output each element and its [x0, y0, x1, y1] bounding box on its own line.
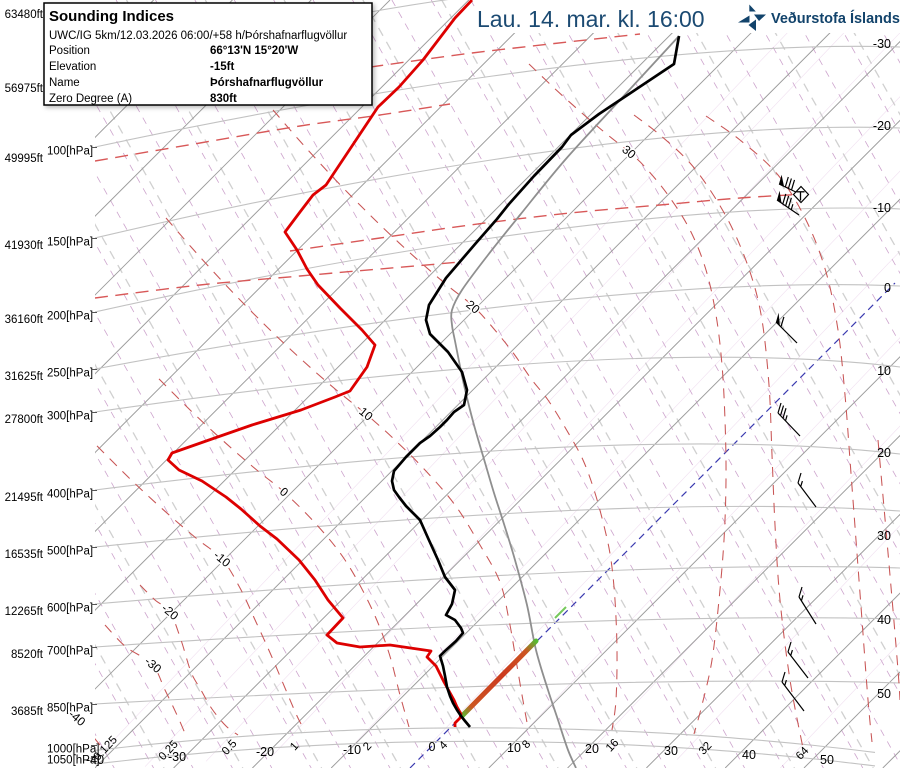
svg-text:8520ft: 8520ft	[11, 649, 44, 661]
svg-text:-30: -30	[873, 37, 891, 51]
svg-text:-30: -30	[168, 750, 186, 764]
svg-text:63480ft: 63480ft	[5, 9, 44, 21]
svg-text:Position: Position	[49, 45, 90, 57]
svg-text:40: 40	[877, 613, 891, 627]
svg-text:10: 10	[507, 741, 521, 755]
svg-text:600[hPa]: 600[hPa]	[47, 603, 93, 615]
svg-text:-10: -10	[873, 201, 891, 215]
svg-text:36160ft: 36160ft	[5, 314, 44, 326]
svg-text:-10: -10	[343, 743, 361, 757]
svg-text:700[hPa]: 700[hPa]	[47, 646, 93, 658]
svg-text:27800ft: 27800ft	[5, 414, 44, 426]
svg-text:30: 30	[877, 529, 891, 543]
svg-text:830ft: 830ft	[210, 93, 237, 105]
svg-text:3685ft: 3685ft	[11, 706, 44, 718]
svg-text:UWC/IG 5km/12.03.2026 06:00/+5: UWC/IG 5km/12.03.2026 06:00/+58 h/Þórsha…	[49, 30, 347, 42]
svg-text:850[hPa]: 850[hPa]	[47, 703, 93, 715]
svg-text:30: 30	[664, 744, 678, 758]
svg-text:-20: -20	[873, 119, 891, 133]
svg-text:-40: -40	[86, 753, 104, 767]
svg-text:49995ft: 49995ft	[5, 153, 44, 165]
svg-text:20: 20	[877, 446, 891, 460]
svg-text:0: 0	[429, 740, 436, 754]
svg-text:150[hPa]: 150[hPa]	[47, 237, 93, 249]
svg-text:16535ft: 16535ft	[5, 549, 44, 561]
svg-text:200[hPa]: 200[hPa]	[47, 311, 93, 323]
svg-text:56975ft: 56975ft	[5, 83, 44, 95]
svg-text:20: 20	[585, 742, 599, 756]
svg-text:Lau. 14. mar. kl. 16:00: Lau. 14. mar. kl. 16:00	[477, 6, 705, 32]
svg-text:66°13'N 15°20'W: 66°13'N 15°20'W	[210, 45, 298, 57]
svg-text:40: 40	[742, 748, 756, 762]
svg-text:300[hPa]: 300[hPa]	[47, 411, 93, 423]
svg-text:21495ft: 21495ft	[5, 492, 44, 504]
svg-text:12265ft: 12265ft	[5, 606, 44, 618]
svg-text:0: 0	[884, 281, 891, 295]
svg-text:500[hPa]: 500[hPa]	[47, 546, 93, 558]
svg-text:400[hPa]: 400[hPa]	[47, 489, 93, 501]
svg-text:50: 50	[877, 687, 891, 701]
svg-text:250[hPa]: 250[hPa]	[47, 368, 93, 380]
svg-text:10: 10	[877, 364, 891, 378]
svg-text:41930ft: 41930ft	[5, 240, 44, 252]
svg-text:-15ft: -15ft	[210, 61, 234, 73]
svg-text:Veðurstofa Íslands: Veðurstofa Íslands	[771, 10, 900, 27]
svg-text:50: 50	[820, 753, 834, 767]
svg-text:-20: -20	[256, 745, 274, 759]
svg-text:Elevation: Elevation	[49, 61, 96, 73]
svg-text:Sounding Indices: Sounding Indices	[49, 8, 174, 25]
svg-text:Name: Name	[49, 77, 80, 89]
svg-text:1050[hPa]: 1050[hPa]	[47, 755, 99, 767]
svg-text:31625ft: 31625ft	[5, 371, 44, 383]
svg-text:Þórshafnarflugvöllur: Þórshafnarflugvöllur	[210, 77, 324, 89]
svg-text:Zero Degree (A): Zero Degree (A)	[49, 93, 132, 105]
svg-text:100[hPa]: 100[hPa]	[47, 146, 93, 158]
svg-text:1000[hPa]: 1000[hPa]	[47, 744, 99, 756]
